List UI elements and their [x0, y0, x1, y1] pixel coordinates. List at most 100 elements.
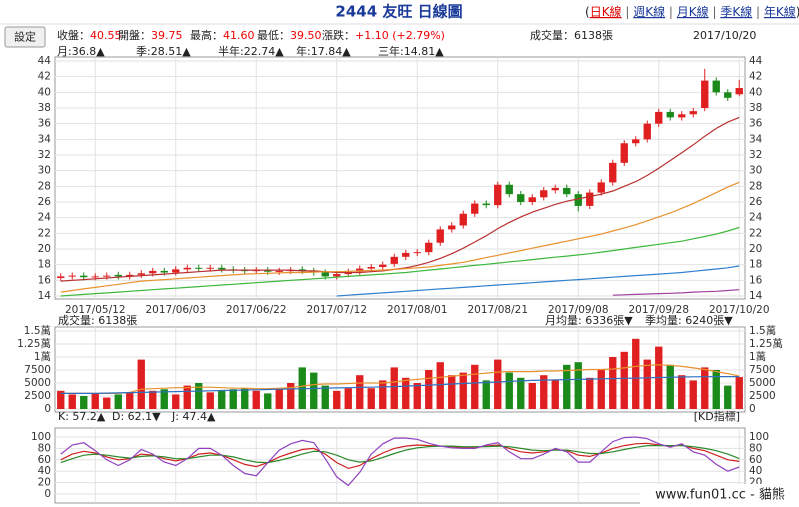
y2-tick-label: 38: [749, 102, 762, 114]
y2-tick-label: 32: [749, 149, 762, 161]
volume-bar: [689, 380, 697, 409]
candle-body: [379, 264, 387, 268]
volume-bar: [206, 392, 214, 409]
volume-bar: [735, 377, 743, 409]
y-tick-label: 1萬: [34, 350, 51, 363]
y2-tick-label: 24: [749, 212, 763, 224]
stat-label: 漲跌：: [322, 28, 355, 42]
volume-bar: [172, 394, 180, 409]
y2-tick-label: 18: [749, 259, 762, 271]
volume-bar: [413, 383, 421, 409]
candle-body: [689, 111, 697, 115]
period-link[interactable]: 季K線: [720, 4, 752, 19]
settings-button[interactable]: 設定: [4, 26, 46, 48]
candle-body: [172, 269, 180, 273]
stat-value: 39.50: [290, 29, 322, 42]
candle-body: [563, 187, 571, 195]
volume-bar: [160, 389, 168, 409]
candle-body: [724, 92, 732, 98]
candle-body: [678, 114, 686, 118]
legend-entry: 季:28.51▲: [136, 45, 191, 58]
y2-tick-label: 1.25萬: [749, 337, 783, 350]
y-tick-label: 26: [38, 196, 52, 208]
period-link[interactable]: 月K線: [677, 4, 709, 19]
volume-bar: [333, 390, 341, 409]
candle-body: [298, 269, 306, 271]
panel-frame: [54, 56, 746, 300]
x-tick-label: 2017/06/22: [226, 304, 287, 316]
volume-bar: [482, 380, 490, 409]
y-tick-label: 16: [38, 274, 52, 286]
volume-bar: [540, 375, 548, 409]
y2-tick-label: 36: [749, 118, 763, 130]
y-tick-label: 80: [38, 442, 51, 454]
candle-body: [666, 111, 674, 118]
y2-tick-label: 60: [749, 454, 762, 466]
candle-body: [114, 274, 122, 277]
y-tick-label: 0: [44, 488, 51, 500]
volume-bar: [517, 377, 525, 409]
candle-body: [103, 275, 111, 277]
period-link[interactable]: 年K線: [764, 4, 796, 19]
y2-tick-label: 40: [749, 465, 762, 477]
y2-tick-label: 34: [749, 133, 763, 145]
period-link[interactable]: 週K線: [633, 4, 665, 19]
legend-entry: K: 57.2▲: [58, 410, 106, 423]
y-tick-label: 1.25萬: [17, 337, 51, 350]
volume-bar: [528, 383, 536, 409]
y2-tick-label: 44: [749, 55, 763, 67]
panel-title: [KD指標]: [694, 409, 740, 423]
candle-body: [413, 252, 421, 254]
y2-tick-label: 30: [749, 165, 762, 177]
volume-bar: [310, 372, 318, 409]
button-label[interactable]: 設定: [14, 30, 36, 44]
candle-body: [540, 190, 548, 198]
stat-value: 39.75: [151, 29, 183, 42]
series-line: [60, 226, 740, 297]
candle-body: [643, 123, 651, 140]
period-link[interactable]: 日K線: [590, 4, 622, 19]
series-line: [60, 436, 740, 487]
y-tick-label: 1.5萬: [24, 324, 51, 337]
separator: |: [709, 5, 721, 19]
series-line: [60, 181, 740, 293]
candle-body: [149, 270, 157, 274]
candle-body: [655, 111, 663, 124]
x-tick-label: 2017/08/21: [467, 304, 528, 316]
candle-body: [206, 267, 214, 269]
paren: ): [796, 5, 799, 19]
y-tick-label: 5000: [24, 377, 51, 389]
volume-bar: [724, 385, 732, 409]
separator: |: [665, 5, 677, 19]
volume-bar: [459, 372, 467, 409]
volume-bar: [287, 383, 295, 409]
y-tick-label: 28: [38, 180, 51, 192]
candle-body: [333, 274, 341, 277]
candle-body: [482, 203, 490, 206]
button-box[interactable]: [4, 26, 46, 48]
volume-bar: [229, 389, 237, 409]
volume-bar: [666, 364, 674, 409]
legend-entry: 月均量: 6336張▼: [545, 314, 633, 327]
candle-body: [632, 139, 640, 144]
footer: www.fun01.cc - 貓熊: [655, 487, 785, 503]
y-tick-label: 20: [38, 243, 51, 255]
stat: 漲跌：+1.10 (+2.79%): [322, 28, 445, 42]
candle-body: [517, 194, 525, 202]
y2-tick-label: 42: [749, 71, 762, 83]
y2-tick-label: 2500: [749, 390, 776, 402]
y2-tick-label: 100: [749, 431, 769, 443]
y-tick-label: 34: [38, 133, 52, 145]
volume-bar: [551, 380, 559, 409]
volume-bar: [494, 359, 502, 409]
volume-bar: [643, 359, 651, 409]
stat-label: 開盤：: [118, 29, 151, 42]
legend-entry: 半年:22.74▲: [218, 44, 284, 58]
stat-label: 最高：: [190, 28, 223, 42]
y-tick-label: 32: [38, 149, 51, 161]
y-tick-label: 36: [38, 118, 52, 130]
volume-bar: [609, 357, 617, 409]
y-tick-label: 20: [38, 477, 51, 489]
y2-tick-label: 22: [749, 227, 762, 239]
volume-bar: [218, 390, 226, 409]
